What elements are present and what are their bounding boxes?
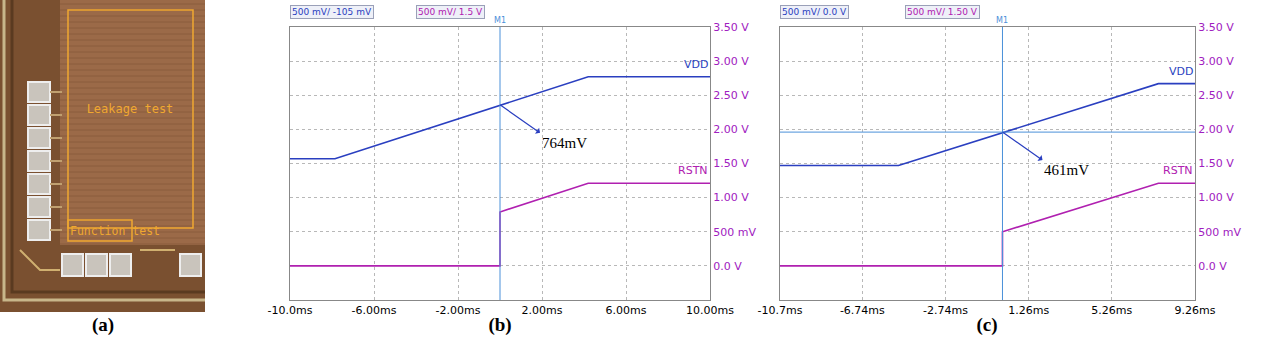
svg-text:500 mV/ -105 mV: 500 mV/ -105 mV bbox=[292, 7, 372, 17]
svg-text:3.50 V: 3.50 V bbox=[713, 21, 749, 34]
svg-text:-10.0ms: -10.0ms bbox=[268, 304, 313, 317]
svg-text:2.00 V: 2.00 V bbox=[1198, 123, 1234, 136]
svg-text:6.00ms: 6.00ms bbox=[606, 304, 647, 317]
svg-text:0.0 V: 0.0 V bbox=[1198, 260, 1227, 273]
html-text:(c): (c) bbox=[976, 314, 998, 335]
svg-text:500 mV: 500 mV bbox=[713, 226, 756, 239]
svg-text:3.50 V: 3.50 V bbox=[1198, 21, 1234, 34]
svg-text:RSTN: RSTN bbox=[1163, 164, 1193, 177]
svg-text:-6.74ms: -6.74ms bbox=[840, 304, 885, 317]
svg-text:1.00 V: 1.00 V bbox=[1198, 191, 1234, 204]
svg-text:764mV: 764mV bbox=[542, 135, 587, 151]
svg-text:-2.00ms: -2.00ms bbox=[436, 304, 481, 317]
svg-text:2.50 V: 2.50 V bbox=[713, 89, 749, 102]
svg-text:500 mV/ 1.5 V: 500 mV/ 1.5 V bbox=[418, 7, 483, 17]
svg-text:1.50 V: 1.50 V bbox=[1198, 157, 1234, 170]
svg-text:2.00 V: 2.00 V bbox=[713, 123, 749, 136]
svg-text:9.26ms: 9.26ms bbox=[1175, 304, 1216, 317]
svg-text:-2.74ms: -2.74ms bbox=[923, 304, 968, 317]
svg-text:-6.00ms: -6.00ms bbox=[352, 304, 397, 317]
html-text:(a): (a) bbox=[91, 314, 115, 335]
svg-text:VDD: VDD bbox=[1169, 65, 1193, 78]
svg-text:1.00 V: 1.00 V bbox=[713, 191, 749, 204]
svg-text:3.00 V: 3.00 V bbox=[713, 55, 749, 68]
svg-text:2.50 V: 2.50 V bbox=[1198, 89, 1234, 102]
svg-text:Function test: Function test bbox=[70, 224, 160, 238]
svg-text:VDD: VDD bbox=[684, 58, 708, 71]
svg-text:5.26ms: 5.26ms bbox=[1091, 304, 1132, 317]
svg-text:Leakage test: Leakage test bbox=[87, 102, 174, 116]
svg-text:1.26ms: 1.26ms bbox=[1008, 304, 1049, 317]
svg-text:M1: M1 bbox=[494, 16, 506, 25]
svg-text:500 mV/ 1.50 V: 500 mV/ 1.50 V bbox=[907, 7, 978, 17]
svg-text:461mV: 461mV bbox=[1044, 162, 1089, 178]
svg-text:-10.7ms: -10.7ms bbox=[758, 304, 803, 317]
svg-text:3.00 V: 3.00 V bbox=[1198, 55, 1234, 68]
svg-text:1.50 V: 1.50 V bbox=[713, 157, 749, 170]
svg-text:500 mV: 500 mV bbox=[1198, 226, 1241, 239]
svg-text:2.00ms: 2.00ms bbox=[522, 304, 563, 317]
html-text:(b): (b) bbox=[488, 314, 512, 335]
svg-text:500 mV/ 0.0 V: 500 mV/ 0.0 V bbox=[782, 7, 847, 17]
svg-text:M1: M1 bbox=[996, 16, 1008, 25]
svg-text:RSTN: RSTN bbox=[678, 164, 708, 177]
svg-text:10.00ms: 10.00ms bbox=[686, 304, 734, 317]
svg-text:0.0 V: 0.0 V bbox=[713, 260, 742, 273]
